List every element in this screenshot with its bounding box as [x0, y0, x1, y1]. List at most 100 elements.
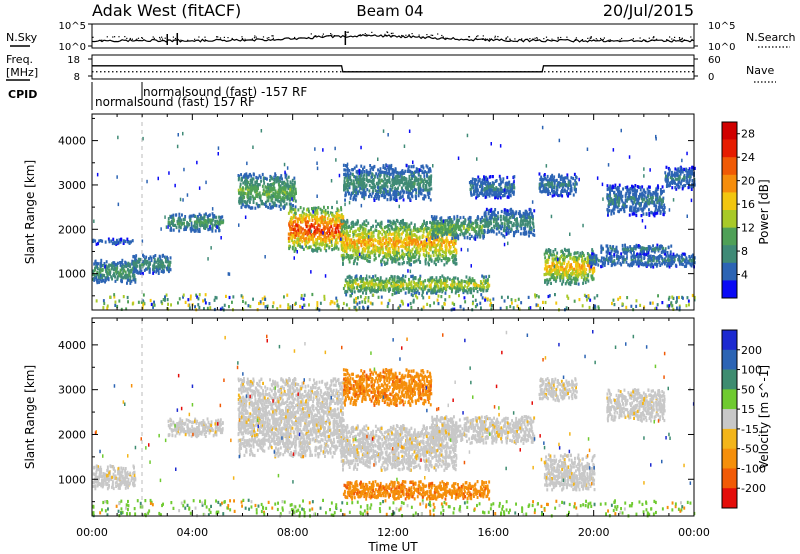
- power-cell: [365, 243, 367, 248]
- power-cell: [337, 235, 340, 239]
- power-cell: [385, 281, 387, 285]
- power-cell: [364, 240, 367, 244]
- noise-search-point: [442, 36, 444, 38]
- power-cell: [478, 233, 481, 237]
- power-cell: [198, 229, 201, 233]
- power-cell: [482, 234, 485, 238]
- power-cell: [403, 225, 405, 230]
- power-cell: [293, 249, 296, 253]
- power-cell: [352, 168, 354, 172]
- power-cell: [129, 270, 132, 274]
- power-cell: [492, 184, 494, 188]
- power-cell: [313, 230, 316, 234]
- power-cell: [373, 258, 376, 262]
- power-cell: [250, 184, 253, 188]
- power-cell: [121, 263, 124, 267]
- power-cell: [304, 242, 307, 246]
- power-cell: [289, 206, 292, 210]
- power-cell: [357, 192, 359, 196]
- power-cell: [133, 264, 136, 268]
- power-cell: [102, 279, 105, 283]
- power-cell: [318, 232, 321, 237]
- power-cell: [394, 186, 397, 190]
- noise-search-point: [161, 38, 164, 40]
- power-cell: [468, 222, 471, 226]
- power-cell: [321, 214, 324, 219]
- power-cell: [120, 264, 123, 268]
- power-cell: [489, 214, 492, 218]
- power-cell: [216, 219, 218, 223]
- power-cell: [408, 183, 410, 187]
- power-cell: [428, 231, 431, 235]
- power-cell: [131, 262, 133, 266]
- power-cell: [279, 179, 281, 183]
- power-cell: [524, 224, 527, 228]
- power-cell: [320, 228, 323, 233]
- power-cell: [331, 205, 333, 210]
- power-cell: [274, 195, 277, 199]
- power-cell: [348, 274, 351, 278]
- power-cell: [384, 188, 387, 192]
- power-cell: [177, 217, 180, 221]
- power-cell: [468, 276, 471, 280]
- power-cell: [106, 272, 109, 276]
- power-cell: [357, 250, 360, 254]
- power-cell: [343, 241, 346, 245]
- power-cell: [419, 226, 422, 230]
- power-cell: [408, 239, 411, 243]
- power-cell: [402, 191, 405, 195]
- power-cell: [134, 280, 137, 284]
- power-cell: [353, 166, 356, 170]
- power-cell: [374, 228, 377, 232]
- noise-search-point: [271, 35, 273, 37]
- power-cell: [291, 236, 294, 240]
- power-cell: [519, 213, 522, 217]
- power-cell: [386, 189, 389, 193]
- power-cell: [252, 172, 255, 176]
- power-cell: [280, 203, 282, 207]
- power-cell: [437, 279, 439, 283]
- power-cell: [354, 275, 357, 279]
- power-cell: [327, 223, 329, 227]
- power-cell: [377, 235, 380, 239]
- noise-search-point: [494, 35, 496, 37]
- power-cell: [399, 278, 402, 283]
- power-cell: [344, 191, 347, 195]
- power-cell: [275, 204, 278, 208]
- power-cell: [413, 282, 416, 286]
- power-cell: [506, 186, 509, 190]
- power-cell: [392, 168, 395, 172]
- power-cell: [321, 238, 324, 242]
- power-cell: [450, 240, 453, 244]
- power-cell: [150, 256, 153, 261]
- power-cell: [331, 248, 334, 252]
- power-cell: [437, 233, 440, 237]
- power-cell: [168, 266, 171, 270]
- power-cell: [382, 190, 385, 194]
- power-cell: [481, 287, 484, 291]
- power-cell: [514, 212, 517, 216]
- power-cell: [394, 251, 396, 255]
- power-cell: [436, 282, 439, 286]
- power-cell: [405, 180, 408, 184]
- power-cell: [400, 280, 403, 284]
- power-cell: [155, 267, 158, 271]
- power-cell: [389, 252, 392, 256]
- power-cell: [418, 291, 421, 296]
- noise-search-point: [656, 38, 658, 40]
- power-cell: [529, 223, 532, 227]
- power-cell: [161, 254, 164, 258]
- power-cell: [440, 259, 443, 263]
- power-cell: [322, 227, 325, 231]
- power-cell: [412, 171, 415, 175]
- power-cell: [368, 275, 371, 279]
- power-cell: [218, 229, 220, 233]
- power-cell: [356, 249, 359, 253]
- power-cell: [398, 196, 401, 200]
- power-cell: [266, 195, 269, 199]
- power-cell: [383, 225, 386, 230]
- power-cell: [304, 216, 307, 220]
- power-cell: [194, 226, 197, 230]
- noise-search-point: [691, 38, 693, 41]
- power-cell: [421, 235, 424, 239]
